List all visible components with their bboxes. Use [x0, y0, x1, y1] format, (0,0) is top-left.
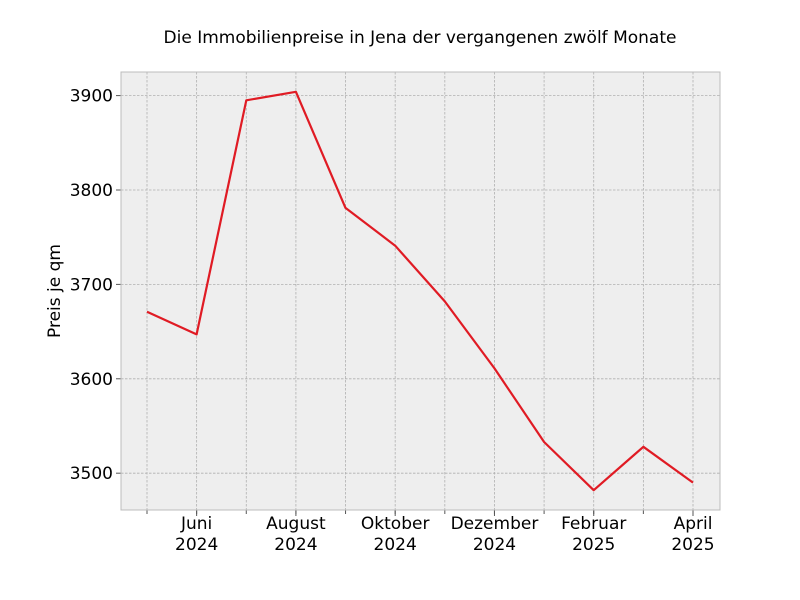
y-tick-label: 3700	[70, 275, 113, 295]
plot-area	[121, 72, 720, 510]
y-tick-label: 3500	[70, 464, 113, 484]
series-line	[146, 90, 694, 492]
x-tick-label-month: Dezember	[451, 514, 539, 534]
y-tick-label: 3800	[70, 181, 113, 201]
x-tick-label-month: Februar	[561, 514, 626, 534]
y-tick-label: 3600	[70, 370, 113, 390]
plot-frame	[120, 71, 721, 511]
series-layer	[146, 90, 694, 492]
x-tick-label-year: 2024	[374, 535, 417, 555]
x-axis-ticks: Juni2024August2024Oktober2024Dezember202…	[146, 510, 715, 555]
x-tick-label-year: 2024	[175, 535, 218, 555]
y-tick-label: 3900	[70, 87, 113, 107]
x-tick-label-year: 2025	[671, 535, 714, 555]
y-axis-label: Preis je qm	[45, 244, 65, 338]
y-axis-ticks: 3500 3600 3700 3800 3900	[70, 87, 121, 484]
x-tick-label-month: April	[674, 514, 713, 534]
x-tick-label-year: 2025	[572, 535, 615, 555]
x-tick-label-month: Oktober	[361, 514, 430, 534]
x-tick-label-month: Juni	[180, 514, 212, 534]
x-tick-label-year: 2024	[473, 535, 516, 555]
chart-title: Die Immobilienpreise in Jena der vergang…	[164, 28, 677, 48]
x-tick-label-year: 2024	[274, 535, 317, 555]
x-tick-label-month: August	[266, 514, 326, 534]
grid	[121, 72, 720, 510]
